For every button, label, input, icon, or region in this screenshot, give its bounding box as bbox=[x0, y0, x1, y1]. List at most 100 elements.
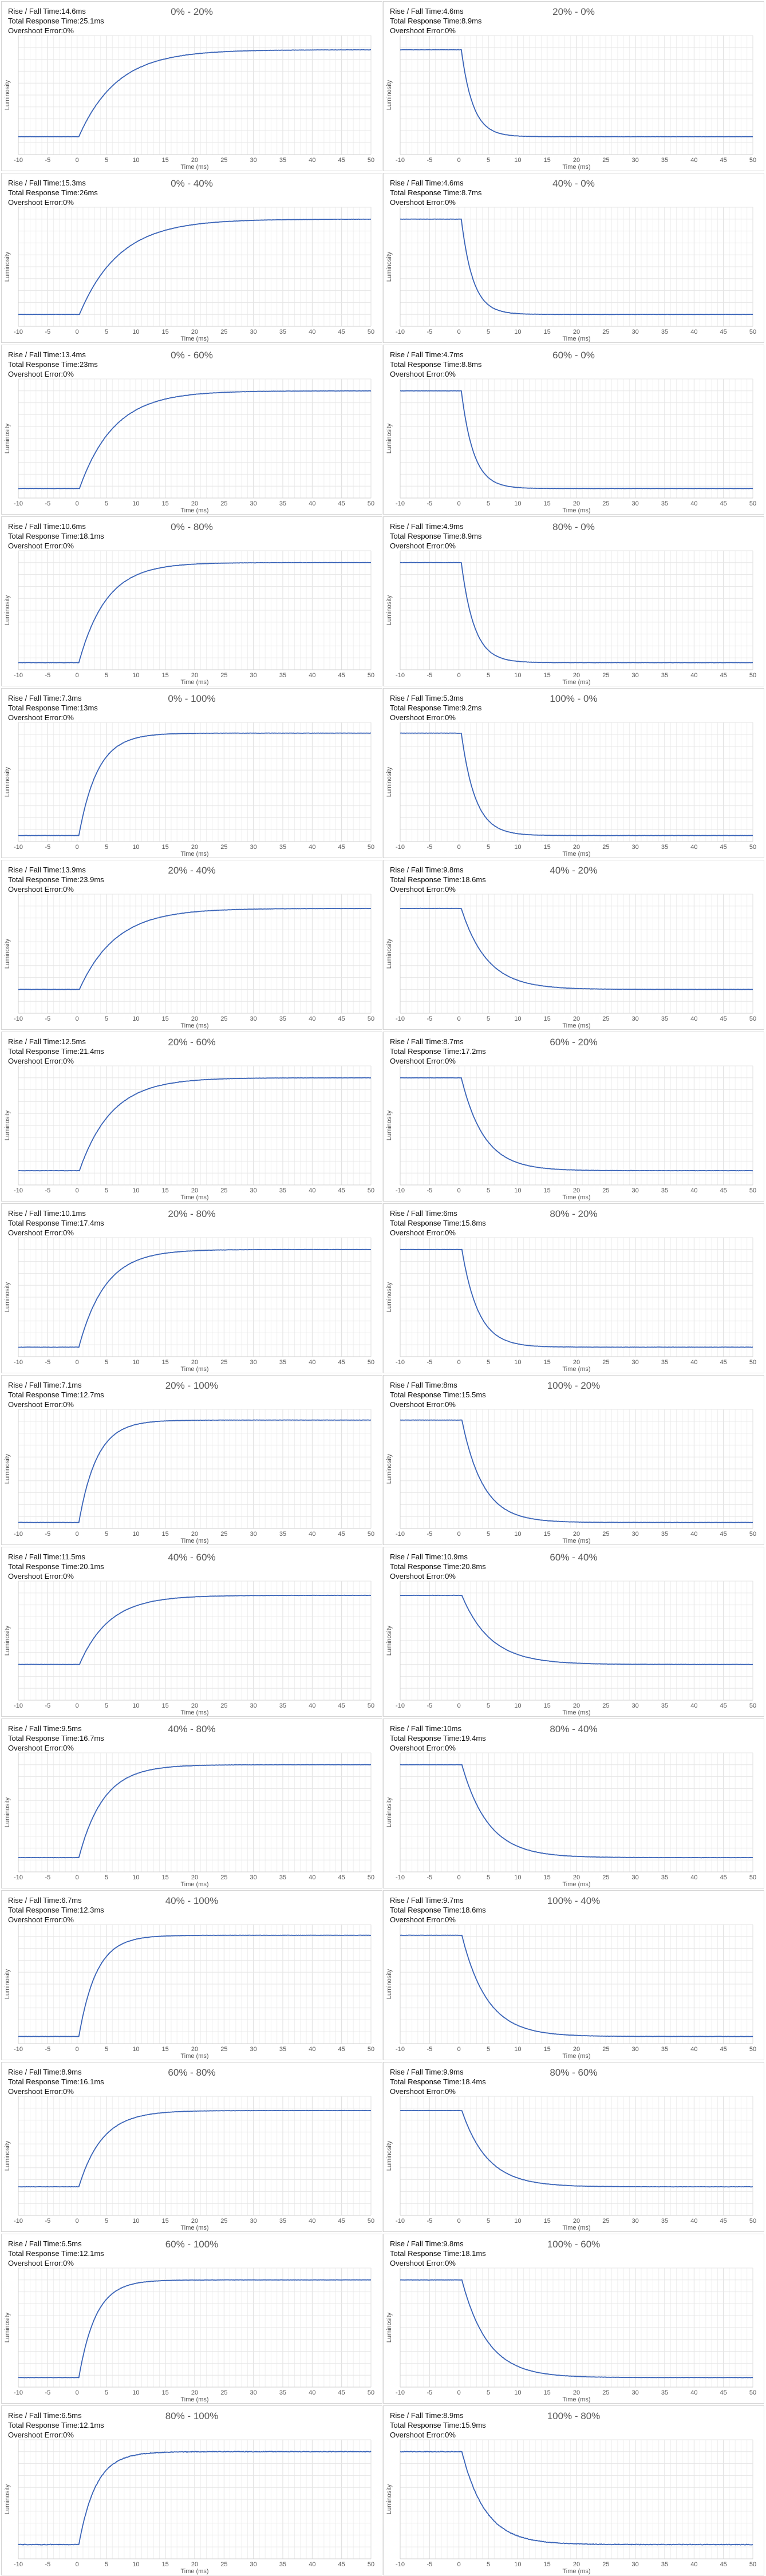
x-tick-label: 5 bbox=[105, 1874, 108, 1881]
x-tick-label: 5 bbox=[487, 1187, 490, 1194]
x-tick-label: 30 bbox=[250, 1531, 257, 1538]
x-tick-label: 20 bbox=[573, 2218, 580, 2225]
x-tick-label: 45 bbox=[720, 1531, 727, 1538]
rise-fall-time-label: Rise / Fall Time: bbox=[390, 1552, 444, 1561]
chart-panel: Rise / Fall Time:8.9ms Total Response Tim… bbox=[1, 2062, 382, 2232]
x-tick-label: 35 bbox=[661, 1359, 668, 1366]
response-curve bbox=[400, 2279, 753, 2379]
chart-title: 0% - 60% bbox=[171, 350, 213, 361]
rise-fall-time-value: 4.7ms bbox=[443, 350, 464, 359]
total-response-time-value: 26ms bbox=[80, 188, 98, 197]
overshoot-error-value: 0% bbox=[445, 542, 456, 550]
plot-area: -10 -5 0 5 10 15 20 25 30 35 40 45 50 Time (ms) Lumino… bbox=[386, 1581, 756, 1716]
x-tick-label: 0 bbox=[76, 2046, 79, 2053]
rise-fall-time-label: Rise / Fall Time: bbox=[390, 1724, 444, 1733]
total-response-time-label: Total Response Time: bbox=[390, 875, 462, 884]
rise-fall-time: Rise / Fall Time:6.5ms bbox=[8, 2239, 104, 2249]
x-tick-label: 5 bbox=[487, 1359, 490, 1366]
x-tick-label: 15 bbox=[544, 2218, 551, 2225]
y-axis-label: Luminosity bbox=[386, 2140, 393, 2171]
x-tick-label: 5 bbox=[487, 672, 490, 679]
y-axis-label: Luminosity bbox=[386, 2484, 393, 2514]
response-curve bbox=[400, 732, 753, 836]
total-response-time: Total Response Time:8.9ms bbox=[390, 16, 481, 26]
overshoot-error-value: 0% bbox=[63, 542, 74, 550]
overshoot-error-value: 0% bbox=[63, 370, 74, 378]
x-tick-label: 45 bbox=[720, 500, 727, 507]
x-tick-label: 35 bbox=[279, 844, 286, 851]
rise-fall-time: Rise / Fall Time:4.9ms bbox=[390, 521, 481, 531]
x-tick-label: 20 bbox=[191, 1359, 198, 1366]
rise-fall-time-label: Rise / Fall Time: bbox=[390, 2239, 444, 2248]
plot-area: -10 -5 0 5 10 15 20 25 30 35 40 45 50 Time (ms) Lumino… bbox=[386, 2267, 756, 2403]
plot-area: -10 -5 0 5 10 15 20 25 30 35 40 45 50 Time (ms) Lumino… bbox=[4, 1581, 374, 1716]
response-stats: Rise / Fall Time:6.5ms Total Response Tim… bbox=[8, 2239, 104, 2268]
x-tick-label: -5 bbox=[427, 844, 432, 851]
x-tick-label: 50 bbox=[368, 844, 374, 851]
x-tick-label: 5 bbox=[105, 2389, 108, 2396]
overshoot-error-value: 0% bbox=[445, 1057, 456, 1065]
x-tick-label: 10 bbox=[132, 157, 139, 164]
x-tick-label: 45 bbox=[720, 157, 727, 164]
x-axis-label: Time (ms) bbox=[562, 1194, 590, 1201]
chart-panel: Rise / Fall Time:4.6ms Total Response Tim… bbox=[383, 1, 764, 171]
x-tick-label: 45 bbox=[338, 500, 345, 507]
y-axis-label: Luminosity bbox=[4, 1625, 11, 1656]
overshoot-error: Overshoot Error:0% bbox=[8, 1743, 104, 1753]
x-tick-label: 35 bbox=[279, 500, 286, 507]
overshoot-error-label: Overshoot Error: bbox=[390, 2259, 445, 2267]
x-tick-label: 5 bbox=[487, 1531, 490, 1538]
x-tick-label: 30 bbox=[250, 500, 257, 507]
x-tick-label: 20 bbox=[191, 2561, 198, 2568]
x-tick-label: -5 bbox=[45, 844, 50, 851]
chart-title: 100% - 60% bbox=[547, 2239, 601, 2250]
overshoot-error-label: Overshoot Error: bbox=[390, 1744, 445, 1752]
overshoot-error: Overshoot Error:0% bbox=[8, 884, 104, 894]
x-tick-label: 20 bbox=[191, 1702, 198, 1709]
rise-fall-time-value: 13.9ms bbox=[61, 866, 86, 874]
total-response-time-label: Total Response Time: bbox=[390, 1390, 462, 1399]
x-axis-label: Time (ms) bbox=[180, 1366, 208, 1373]
total-response-time: Total Response Time:26ms bbox=[8, 188, 98, 197]
x-tick-label: 10 bbox=[514, 672, 521, 679]
x-tick-label: 35 bbox=[661, 1016, 668, 1022]
x-tick-label: 0 bbox=[457, 500, 461, 507]
x-tick-label: -10 bbox=[396, 2561, 405, 2568]
overshoot-error-value: 0% bbox=[445, 2259, 456, 2267]
overshoot-error-label: Overshoot Error: bbox=[390, 370, 445, 378]
rise-fall-time-label: Rise / Fall Time: bbox=[8, 1724, 62, 1733]
overshoot-error-label: Overshoot Error: bbox=[8, 2259, 64, 2267]
x-tick-label: 20 bbox=[191, 1531, 198, 1538]
x-tick-label: 35 bbox=[661, 2218, 668, 2225]
total-response-time: Total Response Time:18.1ms bbox=[8, 531, 104, 541]
x-tick-label: 30 bbox=[632, 2218, 639, 2225]
overshoot-error: Overshoot Error:0% bbox=[390, 713, 481, 722]
total-response-time-label: Total Response Time: bbox=[390, 188, 462, 197]
x-axis-label: Time (ms) bbox=[180, 679, 208, 686]
x-axis-label: Time (ms) bbox=[562, 679, 590, 686]
rise-fall-time-label: Rise / Fall Time: bbox=[8, 2411, 62, 2420]
x-tick-label: 45 bbox=[338, 2218, 345, 2225]
response-stats: Rise / Fall Time:9.8ms Total Response Tim… bbox=[390, 865, 486, 894]
x-tick-label: 30 bbox=[632, 500, 639, 507]
total-response-time-label: Total Response Time: bbox=[8, 2249, 80, 2258]
x-tick-label: 15 bbox=[544, 500, 551, 507]
x-tick-label: 10 bbox=[132, 1874, 139, 1881]
rise-fall-time-label: Rise / Fall Time: bbox=[390, 350, 444, 359]
overshoot-error-label: Overshoot Error: bbox=[390, 2431, 445, 2439]
total-response-time-label: Total Response Time: bbox=[390, 1219, 462, 1227]
x-tick-label: 0 bbox=[457, 1016, 461, 1022]
rise-fall-time-value: 10.6ms bbox=[61, 522, 86, 531]
response-stats: Rise / Fall Time:6ms Total Response Time:… bbox=[390, 1208, 486, 1238]
total-response-time: Total Response Time:8.7ms bbox=[390, 188, 481, 197]
x-tick-label: 10 bbox=[514, 1359, 521, 1366]
x-tick-label: -5 bbox=[45, 2046, 50, 2053]
rise-fall-time-label: Rise / Fall Time: bbox=[8, 350, 62, 359]
rise-fall-time-label: Rise / Fall Time: bbox=[8, 1037, 62, 1046]
rise-fall-time-label: Rise / Fall Time: bbox=[8, 2239, 62, 2248]
x-tick-label: -5 bbox=[45, 1531, 50, 1538]
chart-title: 80% - 20% bbox=[550, 1208, 598, 1219]
response-curve bbox=[18, 2451, 372, 2546]
total-response-time: Total Response Time:17.2ms bbox=[390, 1046, 486, 1056]
overshoot-error-label: Overshoot Error: bbox=[390, 198, 445, 207]
